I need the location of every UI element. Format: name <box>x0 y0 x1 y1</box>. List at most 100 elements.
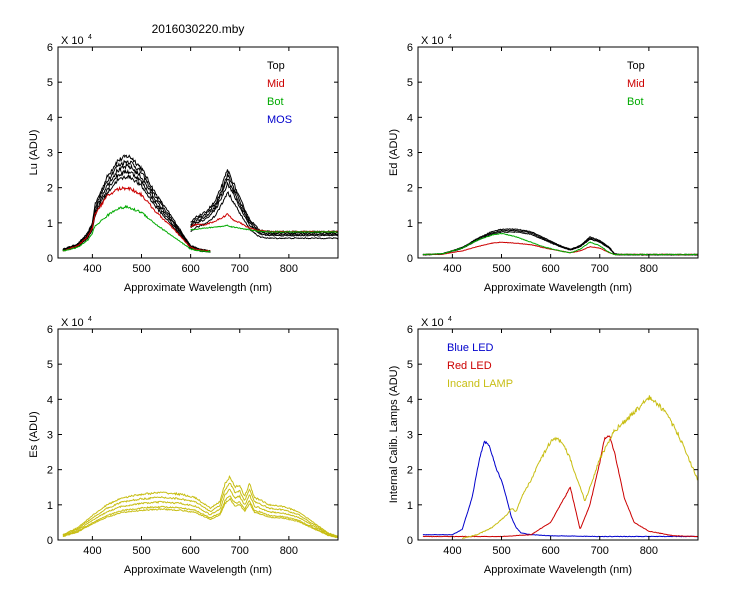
x-tick-label: 400 <box>83 263 101 275</box>
series-line-top-1-5 <box>62 174 211 253</box>
y-tick-label: 0 <box>47 253 53 265</box>
legend-entry: Mid <box>627 78 645 90</box>
x-tick-label: 500 <box>132 263 150 275</box>
x-tick-label: 700 <box>231 545 249 557</box>
x-tick-label: 400 <box>443 263 461 275</box>
x-tick-label: 400 <box>443 545 461 557</box>
x-tick-label: 800 <box>280 263 298 275</box>
y-tick-label: 3 <box>407 430 413 442</box>
series-line-bot-6-1 <box>190 224 338 234</box>
y-tick-label: 3 <box>47 148 53 160</box>
legend-entry: Bot <box>267 96 284 108</box>
y-tick-label: 4 <box>407 112 413 124</box>
chart-panel-2: 400 500 600 700 800 0 1 2 3 4 5 6 X 10 4 Approximate W… <box>388 34 699 294</box>
chart-panel-3: 400 500 600 700 800 0 1 2 3 4 5 6 X 10 4 Approximate W… <box>28 316 339 576</box>
y-tick-label: 5 <box>47 77 53 89</box>
y-axis-label: Es (ADU) <box>28 411 40 457</box>
legend-entry: MOS <box>267 114 292 126</box>
x-axis-label: Approximate Wavelength (nm) <box>484 282 632 294</box>
x-axis-label: Approximate Wavelength (nm) <box>124 282 272 294</box>
series-line-es-1-4 <box>62 495 338 539</box>
series-line-es-1-5 <box>62 497 338 539</box>
series-line-mid-4-1 <box>190 213 338 233</box>
y-tick-label: 2 <box>47 183 53 195</box>
series-line-es-1-2 <box>62 482 338 537</box>
x-tick-label: 700 <box>591 263 609 275</box>
series-line-es-1-1 <box>62 475 338 538</box>
y-axis-label: Internal Calib. Lamps (ADU) <box>388 366 400 504</box>
series-line-es-1-3 <box>62 488 338 538</box>
series-line-blue-led-1-1 <box>422 440 698 538</box>
chart-panel-1: 400 500 600 700 800 0 1 2 3 4 5 6 X 10 4 Approximate W… <box>28 34 339 294</box>
series-group <box>62 154 338 253</box>
y-tick-label: 0 <box>47 535 53 547</box>
y-tick-label: 4 <box>47 112 53 124</box>
series-line-mid-3-1 <box>62 185 211 252</box>
y-tick-label: 2 <box>47 465 53 477</box>
y-tick-label: 3 <box>47 430 53 442</box>
series-group <box>422 228 698 256</box>
series-line-top-2-3 <box>190 178 338 236</box>
series-line-top-2-1 <box>190 169 338 234</box>
series-line-red-led-2-1 <box>422 435 698 538</box>
legend-entry: Blue LED <box>447 342 494 354</box>
x-tick-label: 500 <box>492 545 510 557</box>
x-axis-label: Approximate Wavelength (nm) <box>124 564 272 576</box>
y-multiplier-exponent: 4 <box>448 34 452 41</box>
series-group <box>422 395 698 540</box>
y-tick-label: 1 <box>407 218 413 230</box>
y-multiplier-exponent: 4 <box>88 316 92 323</box>
series-line-top-2-4 <box>190 181 338 237</box>
y-axis-label: Lu (ADU) <box>28 130 40 176</box>
chart-panel-4: 400 500 600 700 800 0 1 2 3 4 5 6 X 10 4 Approximate W… <box>388 316 699 576</box>
y-tick-label: 5 <box>407 77 413 89</box>
y-tick-label: 2 <box>407 183 413 195</box>
figure-title: 2016030220.mby <box>152 22 245 36</box>
y-multiplier: X 10 <box>421 317 444 329</box>
y-multiplier: X 10 <box>61 317 84 329</box>
legend-entry: Top <box>627 60 645 72</box>
y-tick-label: 6 <box>407 324 413 336</box>
x-tick-label: 800 <box>280 545 298 557</box>
y-tick-label: 3 <box>407 148 413 160</box>
x-tick-label: 600 <box>181 263 199 275</box>
y-tick-label: 0 <box>407 253 413 265</box>
series-line-mid-2-1 <box>422 241 698 256</box>
legend-entry: Top <box>267 60 285 72</box>
x-tick-label: 600 <box>541 545 559 557</box>
y-tick-label: 2 <box>407 465 413 477</box>
y-tick-label: 6 <box>407 42 413 54</box>
y-tick-label: 1 <box>47 500 53 512</box>
y-tick-label: 6 <box>47 324 53 336</box>
y-tick-label: 4 <box>47 394 53 406</box>
x-tick-label: 500 <box>492 263 510 275</box>
series-line-bot-5-1 <box>62 204 211 253</box>
y-tick-label: 4 <box>407 394 413 406</box>
series-group <box>62 475 338 539</box>
y-multiplier-exponent: 4 <box>448 316 452 323</box>
y-tick-label: 6 <box>47 42 53 54</box>
x-tick-label: 700 <box>231 263 249 275</box>
x-tick-label: 800 <box>640 263 658 275</box>
x-tick-label: 600 <box>541 263 559 275</box>
x-tick-label: 400 <box>83 545 101 557</box>
series-line-bot-3-1 <box>422 232 698 256</box>
y-tick-label: 5 <box>47 359 53 371</box>
plot-frame <box>57 328 339 541</box>
y-axis-label: Ed (ADU) <box>388 129 400 176</box>
series-line-top-2-2 <box>190 173 338 235</box>
series-line-top-1-3 <box>422 231 698 256</box>
x-axis-label: Approximate Wavelength (nm) <box>484 564 632 576</box>
plot-frame <box>417 46 699 259</box>
y-multiplier: X 10 <box>61 35 84 47</box>
legend-entry: Incand LAMP <box>447 378 513 390</box>
x-tick-label: 600 <box>181 545 199 557</box>
legend-entry: Red LED <box>447 360 492 372</box>
y-tick-label: 5 <box>407 359 413 371</box>
legend-entry: Bot <box>627 96 644 108</box>
x-tick-label: 800 <box>640 545 658 557</box>
series-line-top-2-5 <box>190 191 338 240</box>
y-multiplier: X 10 <box>421 35 444 47</box>
y-multiplier-exponent: 4 <box>88 34 92 41</box>
